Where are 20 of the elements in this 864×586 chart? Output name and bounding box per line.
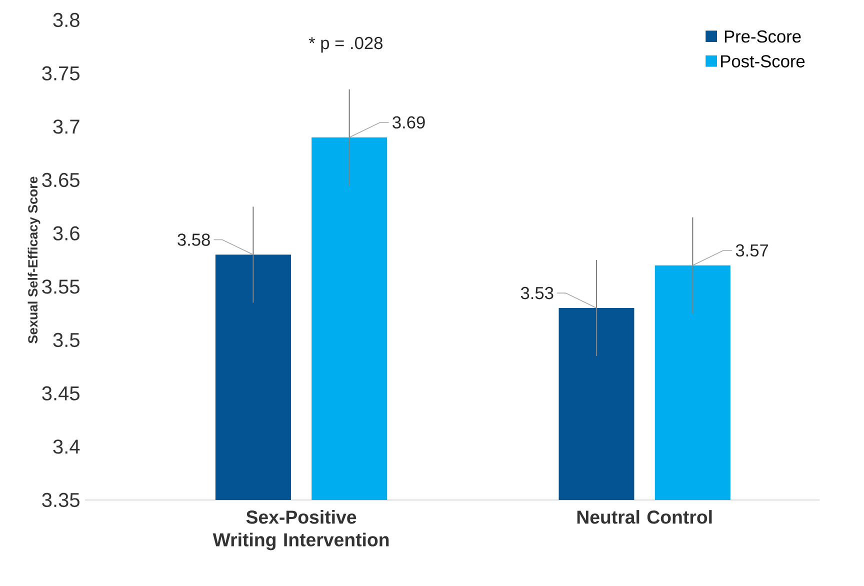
y-axis-title: Sexual Self-Efficacy Score <box>28 176 40 344</box>
y-tick-label: 3.35 <box>42 492 80 508</box>
legend-label: Pre-Score <box>724 30 801 43</box>
data-label: 3.53 <box>520 286 554 300</box>
y-tick-label: 3.5 <box>53 332 80 348</box>
x-tick-label: Neutral Control <box>577 510 712 524</box>
data-label: 3.69 <box>392 116 425 129</box>
annotation: * p = .028 <box>308 36 382 53</box>
y-tick-label: 3.55 <box>42 280 80 294</box>
y-tick-label: 3.4 <box>53 440 80 454</box>
y-tick-label: 3.75 <box>42 66 80 80</box>
y-tick-label: 3.8 <box>53 12 80 28</box>
legend-label: Post-Score <box>721 55 805 68</box>
y-tick-label: 3.6 <box>53 226 80 240</box>
x-tick-label: Sex-Positive Writing Intervention <box>212 510 389 550</box>
data-label: 3.58 <box>178 234 210 246</box>
y-tick-label: 3.65 <box>42 172 80 188</box>
y-tick-label: 3.7 <box>53 120 80 134</box>
y-tick-label: 3.45 <box>42 386 80 400</box>
data-label: 3.57 <box>736 244 768 257</box>
